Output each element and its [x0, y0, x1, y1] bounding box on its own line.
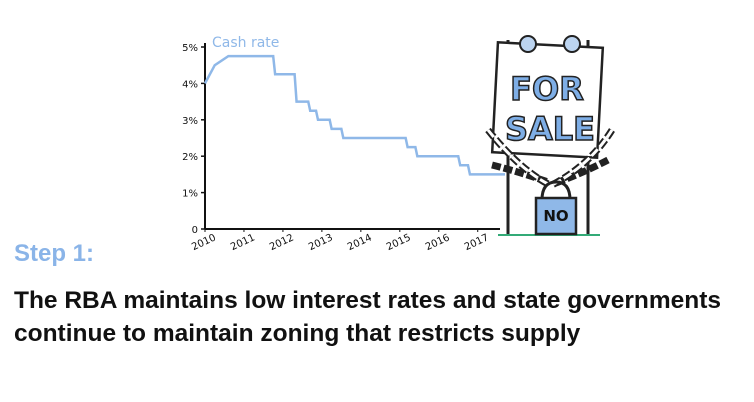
y-tick-label: 2% — [182, 152, 198, 163]
line — [203, 54, 505, 176]
x-tick-label: 2011 — [229, 232, 257, 253]
for-sale-sign: FOR SALE NO — [485, 35, 615, 236]
sign-text: SALE — [505, 110, 595, 148]
x-tick-label: 2013 — [307, 232, 335, 253]
heading: Step 1: — [14, 240, 95, 267]
lock-text: NO — [543, 207, 568, 225]
y-tick-label: 0 — [192, 225, 198, 236]
x-tick-label: 2017 — [463, 232, 491, 253]
y-tick-label: 4% — [182, 79, 198, 90]
x-tick-label: 2015 — [385, 232, 413, 253]
caption: The RBA maintains low interest rates and… — [14, 287, 722, 347]
y-tick-label: 5% — [182, 43, 198, 54]
chart: FOR SALE NO 01%2%3%4%5%2010 2011 2012 2013 2… — [182, 35, 615, 253]
x-tick-label: 2014 — [346, 232, 374, 253]
sign-text: FOR — [510, 70, 584, 108]
x-tick-label: 2012 — [268, 232, 296, 253]
x-tick-label: 2016 — [424, 232, 452, 253]
y-tick-label: 3% — [182, 116, 198, 127]
y-tick-label: 1% — [182, 189, 198, 200]
annotation: Cash rate — [212, 35, 279, 51]
